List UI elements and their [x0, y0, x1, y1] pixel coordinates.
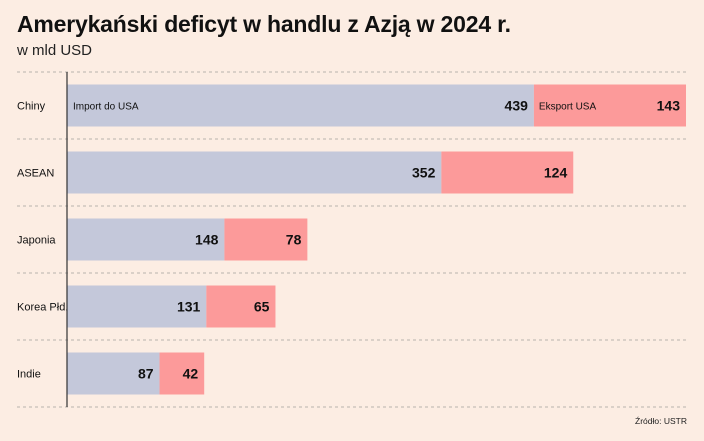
category-label: Japonia	[17, 235, 56, 247]
value-label-export: 78	[286, 232, 302, 248]
value-label-import: 148	[195, 232, 219, 248]
value-label-import: 439	[505, 98, 529, 114]
value-label-import: 131	[177, 299, 201, 315]
category-label: Indie	[17, 369, 41, 381]
bar-import	[67, 84, 534, 127]
category-label: ASEAN	[17, 168, 54, 180]
bar-export	[159, 352, 205, 395]
chart-title: Amerykański deficyt w handlu z Azją w 20…	[17, 11, 511, 37]
bar-export	[533, 84, 686, 127]
bar-import	[67, 218, 225, 261]
bar-import	[67, 285, 207, 328]
category-label: Korea Płd.	[17, 302, 68, 314]
source-note: Źródło: USTR	[635, 416, 687, 426]
value-label-import: 87	[138, 366, 154, 382]
value-label-export: 42	[183, 366, 199, 382]
bar-import	[67, 151, 442, 194]
category-label: Chiny	[17, 101, 46, 113]
bar-import	[67, 352, 160, 395]
value-label-export: 143	[657, 98, 681, 114]
bar-export	[224, 218, 308, 261]
chart-subtitle: w mld USD	[17, 42, 93, 59]
bar-export	[441, 151, 574, 194]
legend-label-export: Eksport USA	[539, 102, 597, 113]
bar-export	[206, 285, 276, 328]
value-label-import: 352	[412, 165, 436, 181]
value-label-export: 65	[254, 299, 270, 315]
value-label-export: 124	[544, 165, 568, 181]
legend-label-import: Import do USA	[73, 102, 139, 113]
